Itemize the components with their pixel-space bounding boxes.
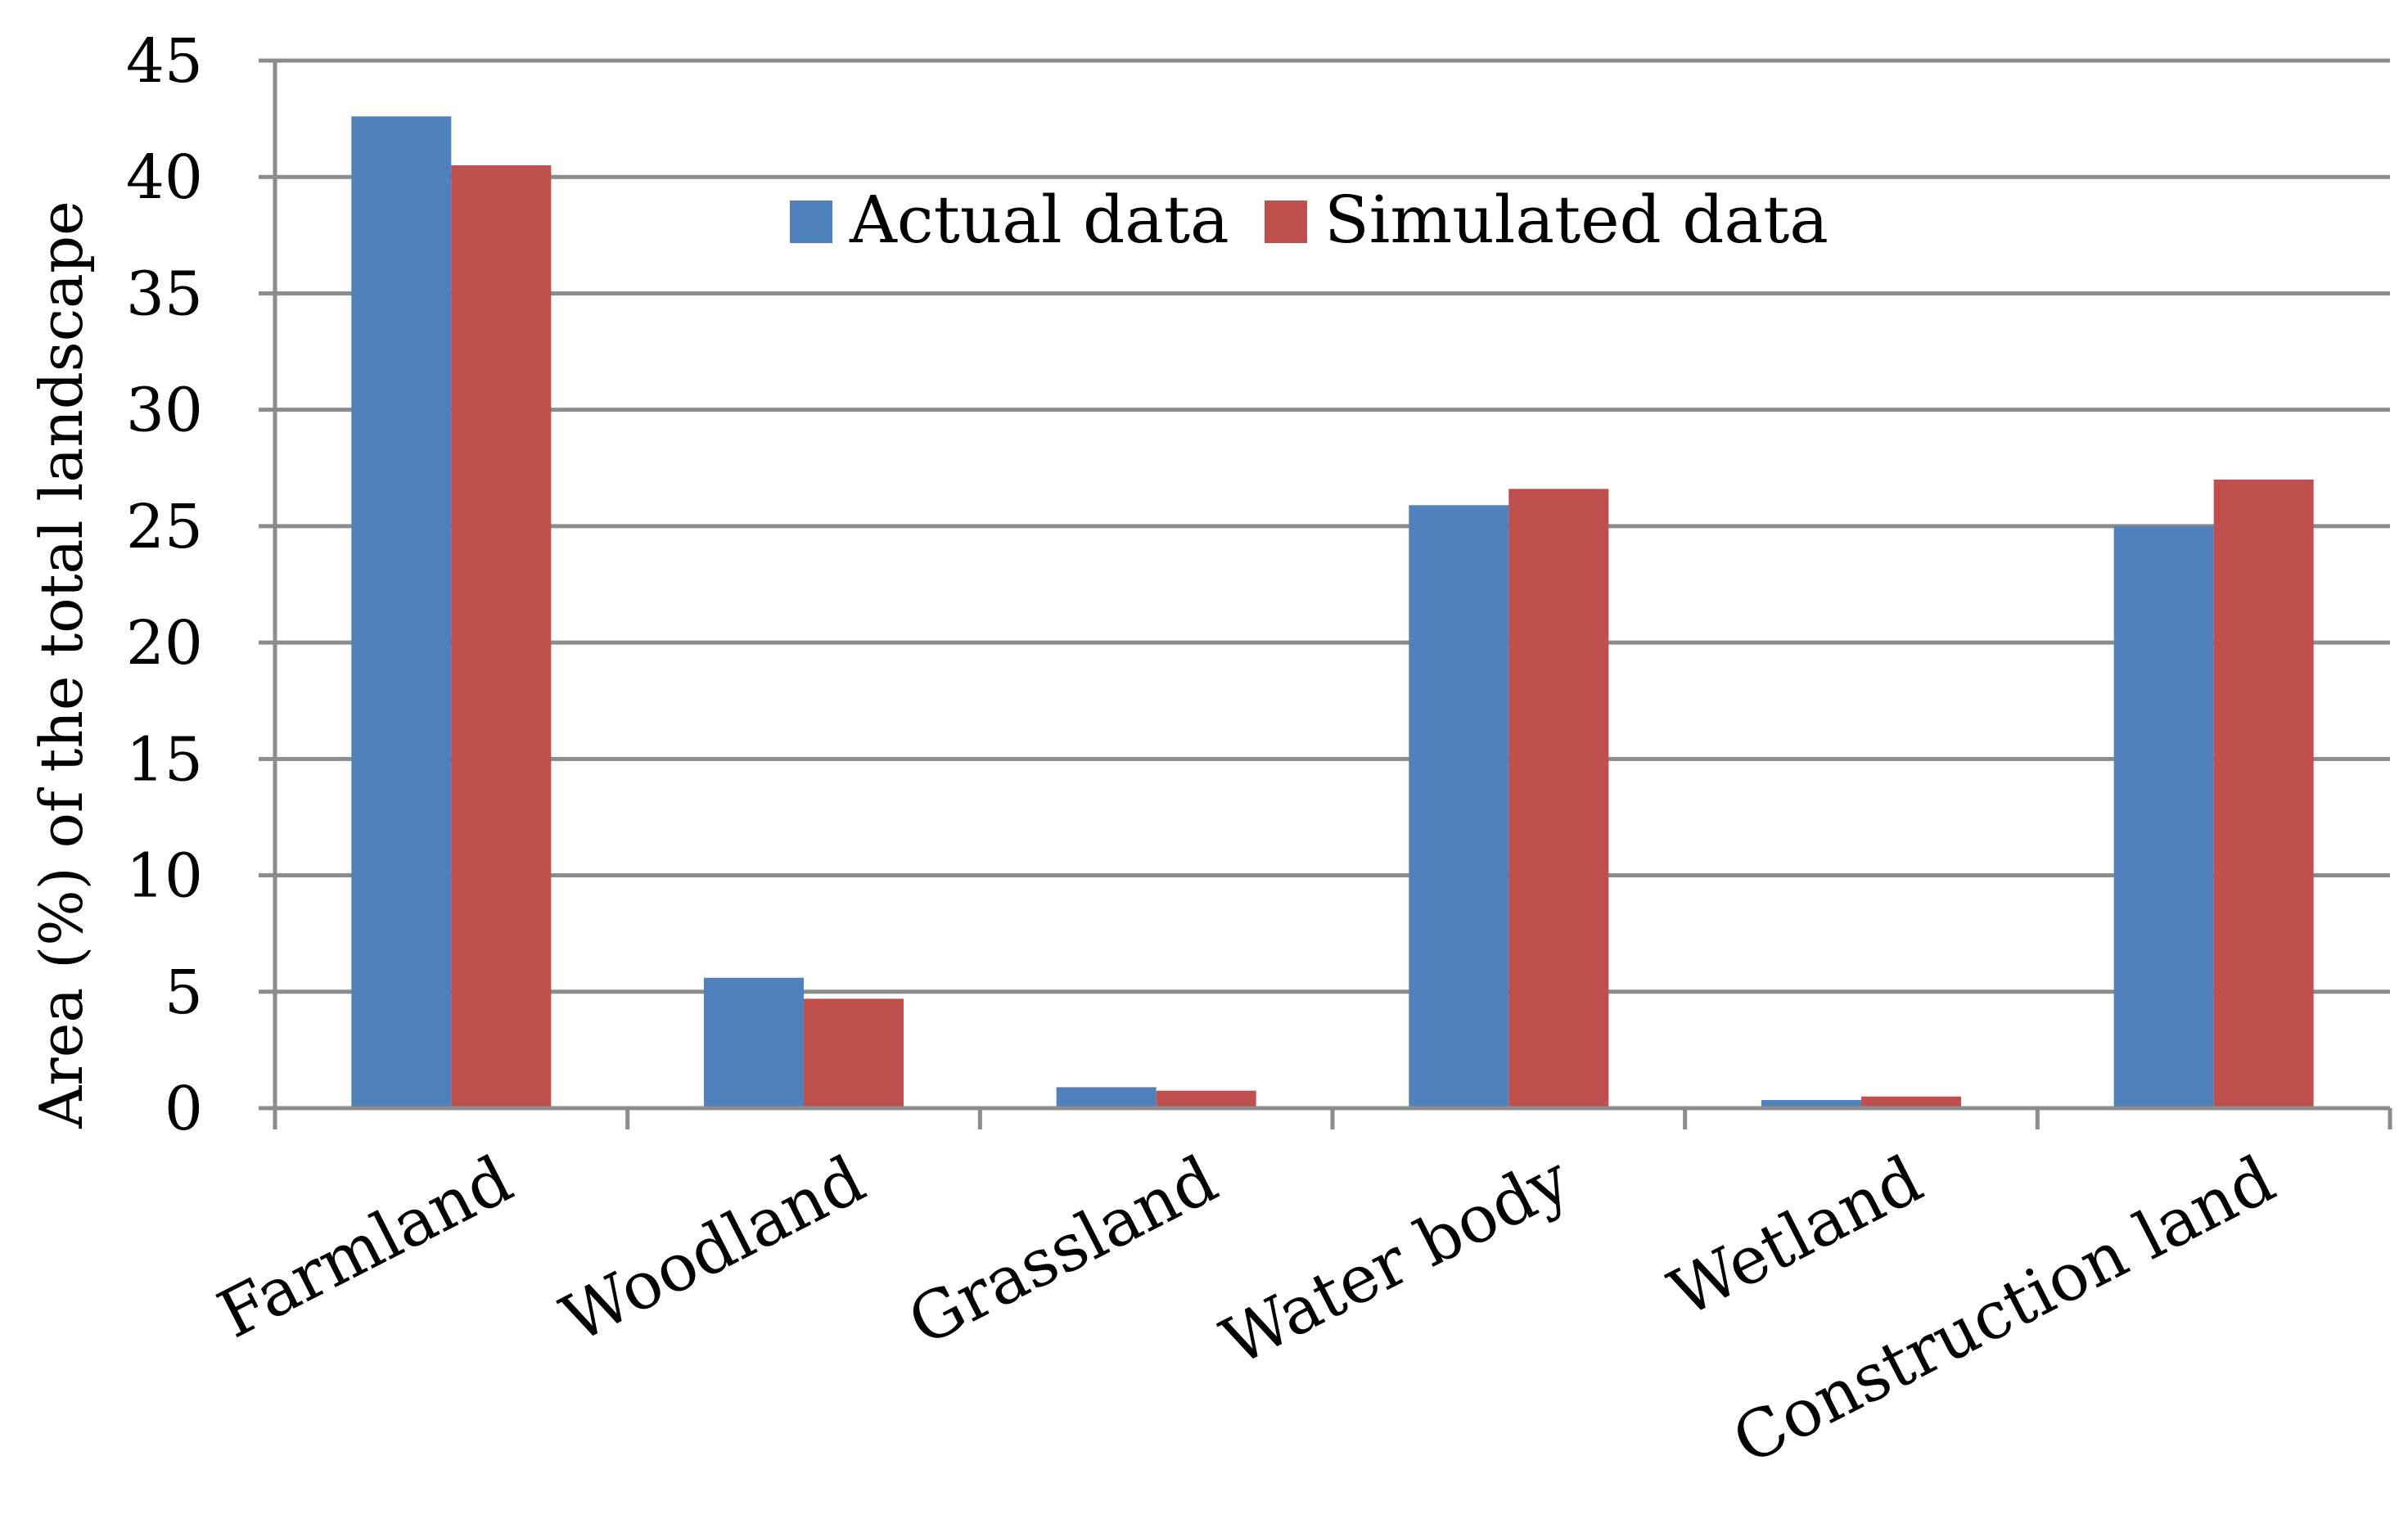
- y-tick-labels: 0 5 10 15 20 25 30 35 40 45: [126, 26, 203, 1144]
- y-tick-label: 45: [126, 26, 203, 97]
- y-tick-label: 5: [165, 958, 203, 1028]
- y-tick-label: 20: [126, 608, 203, 678]
- x-category-label: Woodland: [550, 1141, 877, 1358]
- y-tick-label: 15: [126, 724, 203, 795]
- y-tick-label: 35: [126, 259, 203, 329]
- x-category-label: Water body: [1210, 1141, 1581, 1381]
- bar-actual-wetland: [1761, 1100, 1861, 1108]
- legend-swatch-actual: [790, 201, 832, 243]
- y-tick-label: 0: [165, 1074, 203, 1144]
- bar-simulated-woodland: [804, 998, 904, 1108]
- bar-actual-construction-land: [2113, 525, 2214, 1108]
- y-tick-label: 10: [126, 841, 203, 912]
- bar-actual-grassland: [1056, 1087, 1157, 1108]
- y-axis-title: Area (%) of the total landscape: [27, 201, 96, 1129]
- legend-label-actual: Actual data: [849, 182, 1229, 258]
- axes: [273, 61, 2392, 1129]
- x-category-label: Grassland: [897, 1141, 1229, 1360]
- bar-actual-woodland: [704, 977, 804, 1108]
- legend-label-simulated: Simulated data: [1324, 182, 1829, 258]
- y-tick-label: 40: [126, 142, 203, 213]
- gridlines: [259, 58, 2390, 1111]
- bar-actual-water-body: [1409, 505, 1509, 1108]
- x-category-label: Wetland: [1657, 1141, 1933, 1332]
- bar-actual-farmland: [351, 116, 452, 1109]
- bar-simulated-farmland: [451, 165, 552, 1108]
- bar-simulated-water-body: [1508, 489, 1609, 1108]
- y-tick-label: 30: [126, 376, 203, 446]
- bars: [351, 116, 2314, 1109]
- bar-simulated-grassland: [1156, 1090, 1256, 1108]
- legend: Actual data Simulated data: [790, 182, 1829, 258]
- legend-swatch-simulated: [1265, 201, 1307, 243]
- bar-simulated-wetland: [1861, 1096, 1961, 1108]
- x-category-label: Farmland: [206, 1141, 524, 1353]
- y-tick-label: 25: [126, 492, 203, 562]
- bar-simulated-construction-land: [2213, 480, 2314, 1108]
